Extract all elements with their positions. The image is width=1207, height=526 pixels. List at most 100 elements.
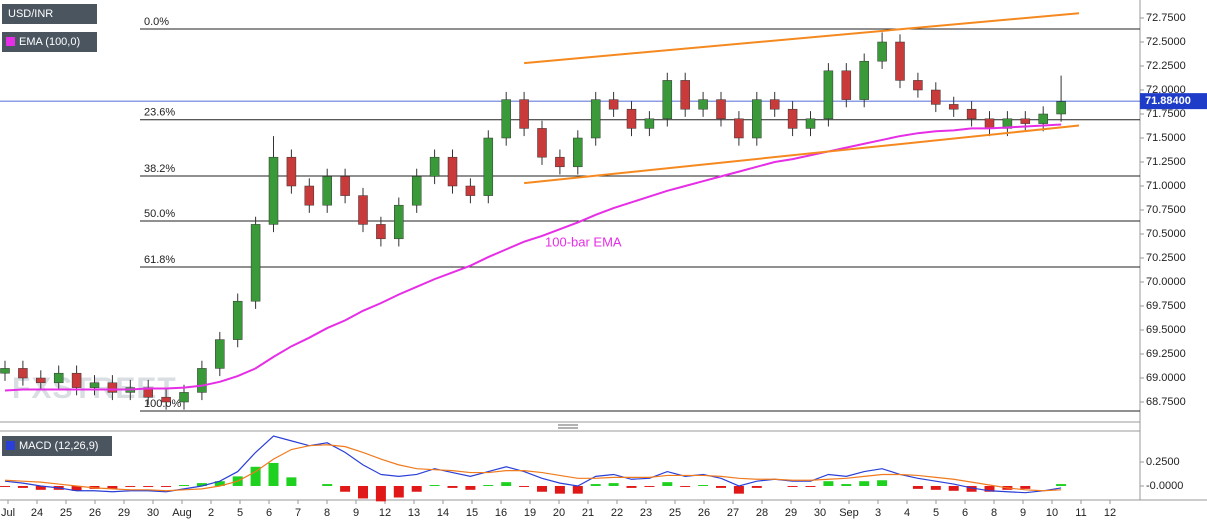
candle-body	[931, 89, 941, 105]
last-price-label: 71.88400	[1145, 95, 1191, 107]
histogram-bar	[733, 485, 744, 494]
candle-body	[1038, 113, 1048, 124]
candle-body	[787, 108, 798, 129]
x-tick-label: 20	[553, 507, 565, 519]
histogram-bar	[286, 477, 297, 486]
x-tick-label: 19	[524, 507, 536, 519]
histogram-bar	[626, 485, 637, 488]
histogram-bar	[447, 485, 458, 488]
x-tick-label: 5	[933, 507, 939, 519]
y-tick-label: 69.0000	[1146, 372, 1186, 384]
histogram-bar	[0, 485, 10, 487]
histogram-bar	[823, 481, 834, 486]
candle-body	[394, 204, 404, 240]
candle-body	[823, 70, 834, 120]
candle-body	[895, 41, 905, 81]
x-tick-label: 9	[353, 507, 359, 519]
candle-body	[913, 80, 923, 91]
histogram-bar	[716, 485, 726, 488]
y-tick-label: 69.5000	[1146, 324, 1186, 336]
resize-handle[interactable]	[558, 424, 578, 429]
candle-body	[411, 176, 422, 206]
y-tick-label: 70.0000	[1146, 276, 1186, 288]
symbol-label: USD/INR	[8, 8, 53, 20]
macd-line	[4, 444, 1062, 492]
histogram-bar	[358, 485, 368, 499]
x-tick-label: 12	[1104, 507, 1116, 519]
x-tick-label: 28	[756, 507, 768, 519]
candle-body	[680, 80, 690, 110]
candle-body	[966, 108, 977, 120]
candle-body	[698, 99, 708, 110]
x-tick-label: 29	[785, 507, 797, 519]
x-tick-label: 9	[1020, 507, 1026, 519]
candle-body	[286, 156, 297, 187]
indicator-label: EMA (100,0)	[19, 36, 80, 48]
histogram-bar	[393, 485, 404, 498]
fib-label: 50.0%	[144, 208, 175, 220]
x-tick-label: Jul	[1, 507, 15, 519]
histogram-bar	[966, 485, 977, 492]
histogram-bar	[805, 485, 816, 487]
histogram-bar	[984, 485, 995, 492]
ema-annotation: 100-bar EMA	[545, 234, 622, 249]
histogram-bar	[429, 485, 440, 486]
histogram-bar	[859, 481, 870, 486]
x-tick-label: 29	[118, 507, 130, 519]
histogram-bar	[698, 485, 709, 486]
x-tick-label: 6	[266, 507, 272, 519]
histogram-bar	[161, 485, 172, 487]
candle-body	[179, 392, 189, 403]
y-tick-label: 68.7500	[1146, 396, 1186, 408]
x-tick-label: 10	[1046, 507, 1058, 519]
x-tick-label: 15	[466, 507, 478, 519]
candle-body	[36, 377, 46, 384]
x-tick-label: 25	[669, 507, 681, 519]
x-tick-label: 7	[295, 507, 301, 519]
histogram-bar	[751, 485, 762, 488]
x-tick-label: 26	[698, 507, 710, 519]
histogram-bar	[841, 484, 852, 486]
histogram-bar	[930, 485, 941, 490]
macd-swatch	[6, 441, 15, 450]
histogram-bar	[680, 485, 691, 487]
x-tick-label: 8	[991, 507, 997, 519]
candle-body	[948, 104, 959, 110]
y-tick-label: 69.7500	[1146, 300, 1186, 312]
trendline	[524, 12, 1080, 65]
y-tick-label: 72.5000	[1146, 36, 1186, 48]
candle-body	[358, 195, 368, 225]
candle-body	[1020, 118, 1031, 124]
candle-body	[215, 339, 225, 369]
candle-body	[268, 156, 279, 225]
x-tick-label: 25	[60, 507, 72, 519]
candle-body	[0, 368, 10, 374]
x-tick-label: 23	[640, 507, 652, 519]
candle-body	[769, 99, 780, 110]
y-tick-label: 72.0000	[1146, 84, 1186, 96]
y-tick-label: 0.2500	[1146, 456, 1180, 468]
fib-label: 100.0%	[144, 398, 182, 410]
x-tick-label: 12	[379, 507, 391, 519]
x-tick-label: 27	[727, 507, 739, 519]
x-tick-label: 3	[875, 507, 881, 519]
histogram-bar	[537, 485, 547, 492]
candle-body	[197, 368, 207, 393]
candle-body	[71, 372, 82, 388]
histogram-bar	[375, 485, 386, 502]
candle-body	[53, 372, 64, 384]
histogram-bar	[179, 485, 189, 486]
histogram-bar	[787, 485, 798, 487]
candle-body	[716, 99, 726, 120]
histogram-bar	[71, 485, 82, 491]
histogram-bar	[411, 485, 422, 492]
macd-title-box	[2, 436, 112, 456]
candle-body	[322, 176, 332, 206]
histogram-bar	[912, 485, 923, 489]
histogram-bar	[322, 484, 333, 486]
y-tick-label: 71.2500	[1146, 156, 1186, 168]
x-tick-label: 8	[324, 507, 330, 519]
y-tick-label: 70.5000	[1146, 228, 1186, 240]
